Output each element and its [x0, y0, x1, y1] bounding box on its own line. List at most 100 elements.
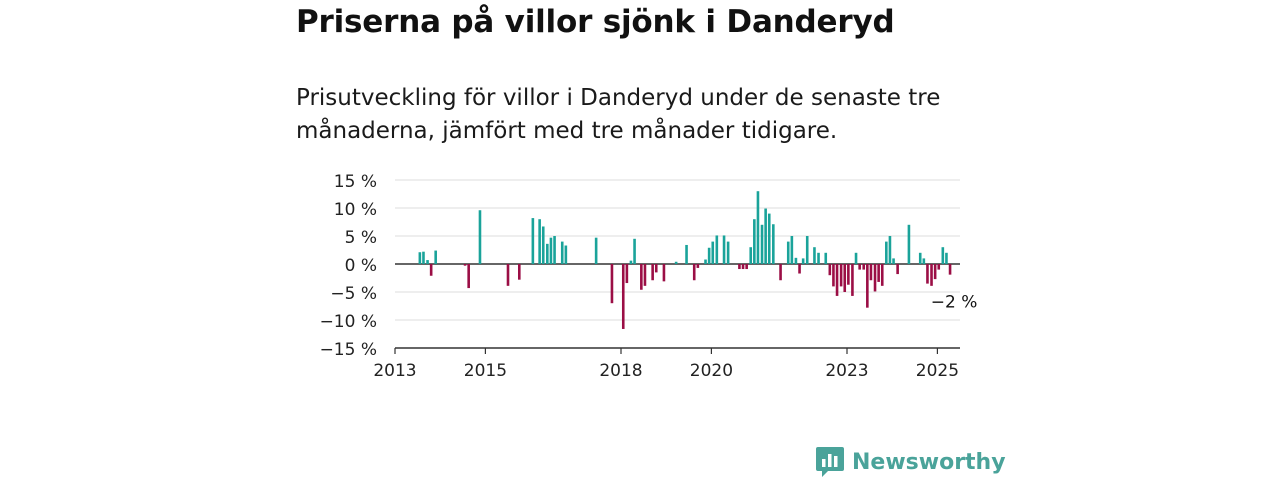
- bar: [726, 241, 730, 264]
- chart-subtitle: Prisutveckling för villor i Danderyd und…: [296, 85, 941, 144]
- x-tick-label: 2015: [464, 361, 507, 381]
- bar: [948, 264, 952, 275]
- x-axis: 2013 2015 2018 2020 2023 2025: [373, 347, 960, 381]
- bar: [674, 261, 678, 264]
- y-tick-label: 0 %: [345, 256, 377, 276]
- y-tick-label: 5 %: [345, 228, 377, 248]
- bar: [798, 264, 801, 274]
- bar: [518, 264, 521, 280]
- x-tick-label: 2025: [916, 361, 959, 381]
- bar: [858, 264, 861, 270]
- bar: [749, 247, 753, 264]
- bar: [625, 264, 629, 284]
- bar: [692, 264, 696, 281]
- bar: [434, 250, 437, 264]
- y-tick-label: −5 %: [330, 284, 377, 304]
- bar: [418, 252, 422, 264]
- bar: [843, 264, 847, 292]
- bar: [621, 264, 625, 329]
- bar: [564, 245, 568, 264]
- bar: [654, 264, 658, 273]
- x-tick-label: 2020: [690, 361, 733, 381]
- y-tick-label: 10 %: [334, 200, 377, 220]
- bar: [541, 226, 545, 264]
- bar: [478, 210, 482, 264]
- bar: [918, 252, 922, 264]
- bar: [937, 264, 941, 270]
- bar: [662, 264, 666, 282]
- grid-lines: [395, 179, 960, 321]
- bar: [538, 219, 541, 264]
- bar: [429, 264, 433, 276]
- bar: [851, 264, 854, 296]
- bar: [722, 235, 726, 264]
- bar: [640, 264, 643, 290]
- bar-chart: 15 %10 %5 %0 %−5 %−10 %−15 % 2013 2015 201…: [320, 172, 978, 381]
- bar: [549, 237, 553, 264]
- bar: [779, 264, 782, 281]
- bar: [610, 264, 614, 304]
- bar: [945, 252, 948, 264]
- chart-title: Priserna på villor sjönk i Danderyd: [296, 4, 895, 40]
- bar: [930, 264, 933, 286]
- bar: [767, 213, 771, 264]
- bar: [892, 258, 895, 264]
- bar: [869, 264, 873, 281]
- last-value-label: −2 %: [931, 293, 978, 313]
- bar: [922, 258, 926, 264]
- y-axis-labels: 15 % 10 % 5 % 0 % −5 % −10 % −15 %: [320, 172, 377, 360]
- bar: [463, 264, 467, 266]
- bars: [418, 191, 952, 329]
- bar: [877, 264, 880, 282]
- y-tick-label: −10 %: [320, 312, 377, 332]
- bar: [756, 191, 760, 264]
- bar: [926, 264, 929, 284]
- bar: [651, 264, 654, 281]
- bar: [866, 264, 869, 308]
- bar: [467, 264, 470, 289]
- bar: [531, 218, 535, 264]
- bar: [629, 260, 633, 264]
- bar: [862, 264, 866, 270]
- bar: [839, 264, 843, 287]
- bar: [873, 264, 877, 292]
- bar: [805, 236, 809, 264]
- bar: [506, 264, 510, 286]
- bar: [817, 252, 820, 264]
- bar: [685, 244, 688, 264]
- bar: [824, 252, 828, 264]
- bar: [907, 224, 911, 264]
- bar: [828, 264, 832, 276]
- x-tick-label: 2023: [825, 361, 868, 381]
- bar: [643, 264, 647, 286]
- bar: [696, 264, 700, 268]
- bar: [933, 264, 937, 280]
- bar: [888, 236, 892, 264]
- brand-name: Newsworthy: [852, 449, 1006, 475]
- annotations: −2 %: [931, 293, 978, 313]
- bar: [880, 264, 884, 286]
- bar: [813, 247, 816, 264]
- bar: [704, 259, 707, 264]
- bar: [715, 235, 719, 264]
- bar: [738, 264, 741, 270]
- x-tick-label: 2013: [373, 361, 416, 381]
- bar: [553, 236, 556, 264]
- bar: [835, 264, 839, 296]
- bar: [794, 257, 798, 264]
- bar: [711, 241, 715, 264]
- bar: [941, 247, 945, 264]
- bar: [760, 224, 764, 264]
- bar: [753, 219, 756, 264]
- bar: [885, 241, 888, 264]
- bar: [422, 251, 425, 264]
- bar: [854, 252, 858, 264]
- bar: [847, 264, 850, 285]
- bar: [896, 264, 899, 275]
- bar: [546, 243, 549, 264]
- bar: [772, 224, 775, 264]
- bar: [741, 264, 745, 270]
- bar: [426, 260, 429, 264]
- bar: [801, 258, 805, 264]
- x-tick-label: 2018: [599, 361, 642, 381]
